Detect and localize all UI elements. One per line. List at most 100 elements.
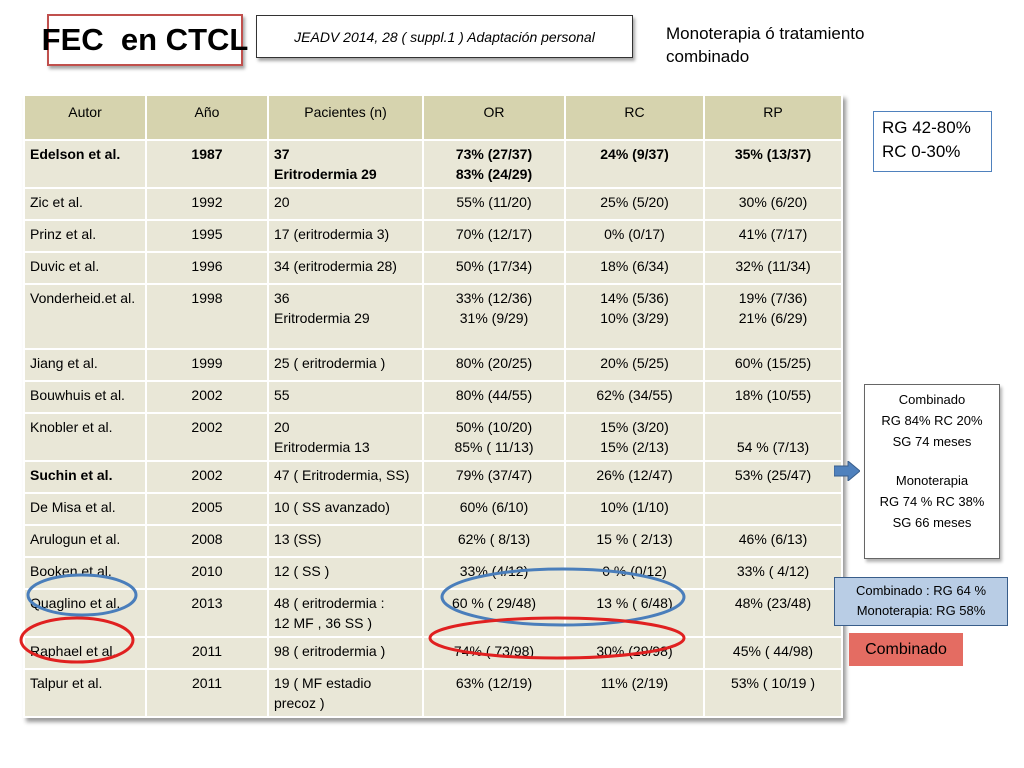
cell-rp: 60% (15/25) — [703, 348, 843, 382]
cell-autor: Vonderheid.et al. — [23, 283, 147, 350]
cell-autor: Talpur et al. — [23, 668, 147, 718]
cell-pacientes: 25 ( eritrodermia ) — [267, 348, 424, 382]
header-rc: RC — [564, 94, 705, 141]
cell-autor: Knobler et al. — [23, 412, 147, 462]
table-row: Raphael et al. 2011 98 ( eritrodermia ) 74%… — [23, 636, 843, 670]
cell-rc: 18% (6/34) — [564, 251, 705, 285]
cell-ano: 2005 — [145, 492, 269, 526]
table-row: Jiang et al. 1999 25 ( eritrodermia ) 80% (… — [23, 348, 843, 382]
combo-sg: SG 74 meses — [892, 434, 972, 449]
cell-rc: 24% (9/37) — [564, 139, 705, 189]
mono-rg-rc: RG 74 % RC 38% — [879, 494, 985, 509]
cell-ano: 2011 — [145, 668, 269, 718]
cell-ano: 2013 — [145, 588, 269, 638]
cell-or: 50% (17/34) — [422, 251, 566, 285]
cell-rp: 30% (6/20) — [703, 187, 843, 221]
cell-pacientes: 19 ( MF estadio precoz ) — [267, 668, 424, 718]
cell-ano: 2010 — [145, 556, 269, 590]
cell-or: 63% (12/19) — [422, 668, 566, 718]
combined-vs-mono-box: Combinado RG 84% RC 20% SG 74 meses Mono… — [864, 384, 1000, 559]
cell-rc: 11% (2/19) — [564, 668, 705, 718]
cell-pacientes: 98 ( eritrodermia ) — [267, 636, 424, 670]
cell-rp: 45% ( 44/98) — [703, 636, 843, 670]
cell-rp: 19% (7/36) 21% (6/29) — [703, 283, 843, 350]
table-row: Prinz et al. 1995 17 (eritrodermia 3) 70% (… — [23, 219, 843, 253]
table-row: Bouwhuis et al. 2002 55 80% (44/55) 62% (34/… — [23, 380, 843, 414]
cell-rp: 53% ( 10/19 ) — [703, 668, 843, 718]
raphael-combinado-label: Combinado — [849, 633, 963, 666]
cell-autor: Zic et al. — [23, 187, 147, 221]
cell-rp: 41% (7/17) — [703, 219, 843, 253]
cell-rp: 32% (11/34) — [703, 251, 843, 285]
cell-ano: 2002 — [145, 380, 269, 414]
rc-line: RC 0-30% — [882, 142, 961, 161]
table-row: Zic et al. 1992 20 55% (11/20) 25% (5/20) 30%… — [23, 187, 843, 221]
mono-sg: SG 66 meses — [892, 515, 972, 530]
mono-label: Monoterapia — [895, 473, 969, 488]
table-row: Vonderheid.et al. 1998 36 Eritrodermia 29 3… — [23, 283, 843, 350]
cell-or: 74% ( 73/98) — [422, 636, 566, 670]
cell-pacientes: 20 — [267, 187, 424, 221]
table-row: Talpur et al. 2011 19 ( MF estadio precoz … — [23, 668, 843, 718]
cell-rp: 33% ( 4/12) — [703, 556, 843, 590]
cell-rc: 26% (12/47) — [564, 460, 705, 494]
right-arrow-icon — [834, 461, 860, 481]
table-row: Arulogun et al. 2008 13 (SS) 62% ( 8/13) 15 … — [23, 524, 843, 558]
table-row: Knobler et al. 2002 20 Eritrodermia 13 50% … — [23, 412, 843, 462]
cell-or: 62% ( 8/13) — [422, 524, 566, 558]
cell-or: 80% (20/25) — [422, 348, 566, 382]
cell-rc: 0% (0/17) — [564, 219, 705, 253]
cell-autor: Quaglino et al. — [23, 588, 147, 638]
cell-pacientes: 55 — [267, 380, 424, 414]
cell-rp: 48% (23/48) — [703, 588, 843, 638]
header-ano: Año — [145, 94, 269, 141]
cell-autor: De Misa et al. — [23, 492, 147, 526]
cell-ano: 2011 — [145, 636, 269, 670]
cell-rp: 54 % (7/13) — [703, 412, 843, 462]
cell-autor: Edelson et al. — [23, 139, 147, 189]
slide-title: FEC en CTCL — [42, 14, 248, 66]
cell-ano: 2008 — [145, 524, 269, 558]
cell-autor: Suchin et al. — [23, 460, 147, 494]
cell-ano: 2002 — [145, 460, 269, 494]
header-rp: RP — [703, 94, 843, 141]
cell-autor: Booken et al. — [23, 556, 147, 590]
cell-autor: Duvic et al. — [23, 251, 147, 285]
cell-or: 60% (6/10) — [422, 492, 566, 526]
table-header-row: Autor Año Pacientes (n) OR RC RP — [23, 94, 843, 141]
cell-or: 73% (27/37) 83% (24/29) — [422, 139, 566, 189]
table-row: Edelson et al. 1987 37 Eritrodermia 29 73% … — [23, 139, 843, 189]
reference-citation: JEADV 2014, 28 ( suppl.1 ) Adaptación pe… — [256, 15, 633, 58]
cell-rc: 15% (3/20) 15% (2/13) — [564, 412, 705, 462]
cell-or: 80% (44/55) — [422, 380, 566, 414]
cell-rp — [703, 492, 843, 526]
cell-autor: Prinz et al. — [23, 219, 147, 253]
cell-pacientes: 12 ( SS ) — [267, 556, 424, 590]
cell-autor: Arulogun et al. — [23, 524, 147, 558]
header-autor: Autor — [23, 94, 147, 141]
cell-ano: 2002 — [145, 412, 269, 462]
cell-pacientes: 37 Eritrodermia 29 — [267, 139, 424, 189]
table-row: Booken et al. 2010 12 ( SS ) 33% (4/12) 0 % … — [23, 556, 843, 590]
combo-label: Combinado — [898, 392, 966, 407]
cell-ano: 1999 — [145, 348, 269, 382]
table-row: Duvic et al. 1996 34 (eritrodermia 28) 50% … — [23, 251, 843, 285]
rg-line: RG 42-80% — [882, 118, 971, 137]
cell-rc: 0 % (0/12) — [564, 556, 705, 590]
cell-or: 33% (4/12) — [422, 556, 566, 590]
cell-rp: 46% (6/13) — [703, 524, 843, 558]
header-or: OR — [422, 94, 566, 141]
studies-table: Autor Año Pacientes (n) OR RC RP Edelson… — [23, 94, 843, 718]
cell-pacientes: 20 Eritrodermia 13 — [267, 412, 424, 462]
cell-rc: 10% (1/10) — [564, 492, 705, 526]
table-row: Quaglino et al. 2013 48 ( eritrodermia : 1… — [23, 588, 843, 638]
slide-subtitle: Monoterapia ó tratamiento combinado — [666, 24, 865, 66]
cell-or: 60 % ( 29/48) — [422, 588, 566, 638]
cell-rc: 62% (34/55) — [564, 380, 705, 414]
cell-pacientes: 47 ( Eritrodermia, SS) — [267, 460, 424, 494]
cell-or: 55% (11/20) — [422, 187, 566, 221]
cell-rp: 18% (10/55) — [703, 380, 843, 414]
table-row: De Misa et al. 2005 10 ( SS avanzado) 60% (… — [23, 492, 843, 526]
cell-ano: 1996 — [145, 251, 269, 285]
cell-pacientes: 36 Eritrodermia 29 — [267, 283, 424, 350]
